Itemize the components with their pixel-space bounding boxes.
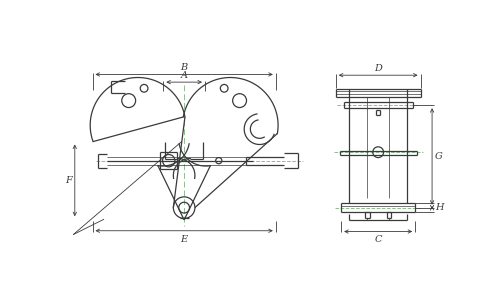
Text: B: B	[181, 63, 188, 72]
Text: F: F	[65, 176, 72, 185]
Text: G: G	[435, 152, 443, 161]
Text: H: H	[435, 203, 443, 212]
Text: D: D	[374, 64, 382, 73]
Text: E: E	[181, 235, 188, 243]
Text: A: A	[181, 71, 188, 80]
Text: C: C	[374, 235, 382, 244]
